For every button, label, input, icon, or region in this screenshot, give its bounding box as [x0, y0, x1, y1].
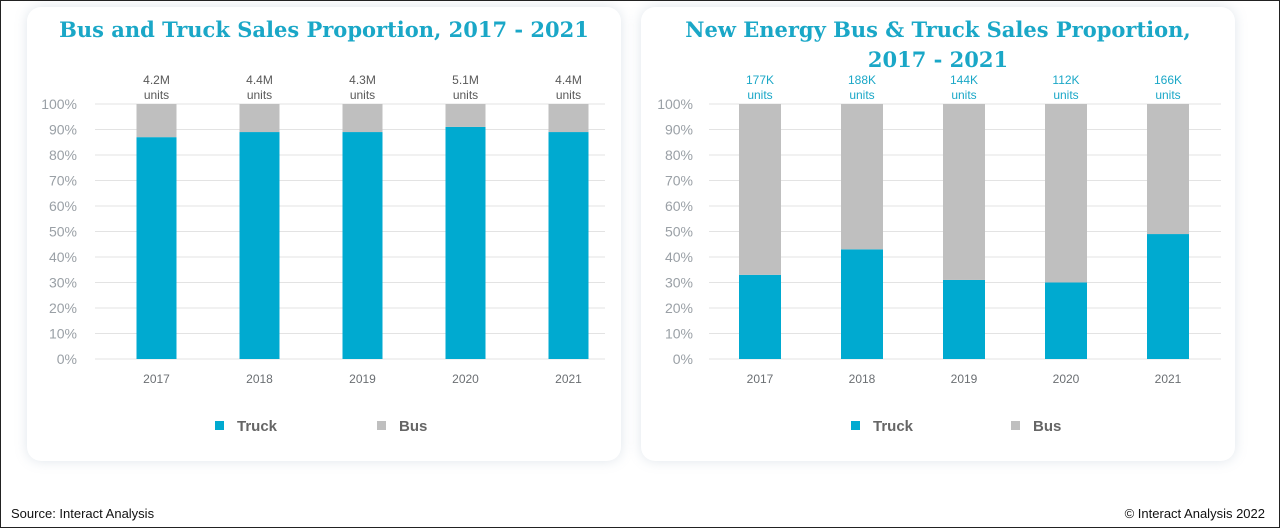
total-value-label: 166K: [1154, 73, 1182, 87]
y-tick-label: 70%: [665, 173, 693, 189]
chart-title: New Energy Bus & Truck Sales Proportion,…: [685, 17, 1191, 72]
left-chart-panel: Bus and Truck Sales Proportion, 2017 - 2…: [27, 7, 621, 461]
total-unit-label: units: [849, 88, 874, 102]
bar-bus: [136, 104, 177, 138]
y-tick-label: 60%: [665, 198, 693, 214]
total-unit-label: units: [453, 88, 478, 102]
bar-truck: [136, 137, 177, 359]
y-tick-label: 0%: [57, 351, 77, 367]
total-unit-label: units: [1155, 88, 1180, 102]
legend-label-truck: Truck: [237, 418, 278, 435]
total-value-label: 112K: [1052, 73, 1079, 87]
right-chart-panel: New Energy Bus & Truck Sales Proportion,…: [641, 7, 1235, 461]
y-tick-label: 10%: [665, 326, 693, 342]
total-unit-label: units: [144, 88, 169, 102]
copyright-note: © Interact Analysis 2022: [1124, 506, 1265, 521]
legend-swatch-truck: [851, 421, 860, 430]
bar-truck: [739, 274, 781, 359]
right-bar-chart: 0%10%20%30%40%50%60%70%80%90%100%177Kuni…: [657, 73, 1221, 435]
bar-truck: [1147, 234, 1189, 359]
x-tick-label: 2018: [849, 372, 876, 386]
bar-truck: [1045, 282, 1087, 359]
total-unit-label: units: [556, 88, 581, 102]
left-bar-chart: 0%10%20%30%40%50%60%70%80%90%100%4.2Muni…: [41, 73, 605, 435]
x-tick-label: 2017: [143, 372, 170, 386]
y-tick-label: 50%: [49, 224, 77, 240]
bar-bus: [943, 104, 985, 280]
y-tick-label: 20%: [49, 300, 77, 316]
total-value-label: 4.4M: [246, 73, 273, 87]
y-tick-label: 90%: [665, 122, 693, 138]
total-unit-label: units: [350, 88, 375, 102]
y-tick-label: 90%: [49, 122, 77, 138]
y-tick-label: 80%: [49, 147, 77, 163]
bar-bus: [445, 104, 486, 127]
bar-bus: [239, 104, 280, 133]
total-unit-label: units: [747, 88, 772, 102]
x-tick-label: 2020: [1053, 372, 1080, 386]
legend-swatch-bus: [377, 421, 386, 430]
x-tick-label: 2020: [452, 372, 479, 386]
bar-bus: [1147, 104, 1189, 235]
legend-label-bus: Bus: [1033, 418, 1061, 435]
total-value-label: 144K: [950, 73, 978, 87]
bar-truck: [841, 249, 883, 359]
x-tick-label: 2019: [951, 372, 978, 386]
bar-bus: [841, 104, 883, 250]
legend-label-bus: Bus: [399, 418, 427, 435]
total-value-label: 177K: [746, 73, 774, 87]
y-tick-label: 70%: [49, 173, 77, 189]
y-tick-label: 40%: [665, 249, 693, 265]
y-tick-label: 50%: [665, 224, 693, 240]
total-value-label: 5.1M: [452, 73, 479, 87]
y-tick-label: 20%: [665, 300, 693, 316]
total-value-label: 188K: [848, 73, 876, 87]
bar-bus: [739, 104, 781, 275]
y-tick-label: 0%: [673, 351, 693, 367]
bar-bus: [1045, 104, 1087, 283]
legend-swatch-truck: [215, 421, 224, 430]
legend-swatch-bus: [1011, 421, 1020, 430]
x-tick-label: 2021: [555, 372, 582, 386]
y-tick-label: 30%: [49, 275, 77, 291]
bar-truck: [548, 132, 589, 359]
legend-label-truck: Truck: [873, 418, 914, 435]
bar-truck: [445, 126, 486, 359]
bar-bus: [342, 104, 383, 133]
x-tick-label: 2017: [747, 372, 774, 386]
total-unit-label: units: [247, 88, 272, 102]
total-unit-label: units: [951, 88, 976, 102]
y-tick-label: 10%: [49, 326, 77, 342]
total-value-label: 4.2M: [143, 73, 170, 87]
y-tick-label: 80%: [665, 147, 693, 163]
chart-title: Bus and Truck Sales Proportion, 2017 - 2…: [59, 17, 589, 42]
y-tick-label: 100%: [657, 96, 693, 112]
y-tick-label: 100%: [41, 96, 77, 112]
x-tick-label: 2021: [1155, 372, 1182, 386]
y-tick-label: 60%: [49, 198, 77, 214]
bar-truck: [943, 279, 985, 359]
y-tick-label: 30%: [665, 275, 693, 291]
x-tick-label: 2019: [349, 372, 376, 386]
total-value-label: 4.3M: [349, 73, 376, 87]
total-value-label: 4.4M: [555, 73, 582, 87]
bar-truck: [239, 132, 280, 359]
y-tick-label: 40%: [49, 249, 77, 265]
total-unit-label: units: [1053, 88, 1078, 102]
x-tick-label: 2018: [246, 372, 273, 386]
bar-truck: [342, 132, 383, 359]
bar-bus: [548, 104, 589, 133]
source-note: Source: Interact Analysis: [11, 506, 155, 521]
